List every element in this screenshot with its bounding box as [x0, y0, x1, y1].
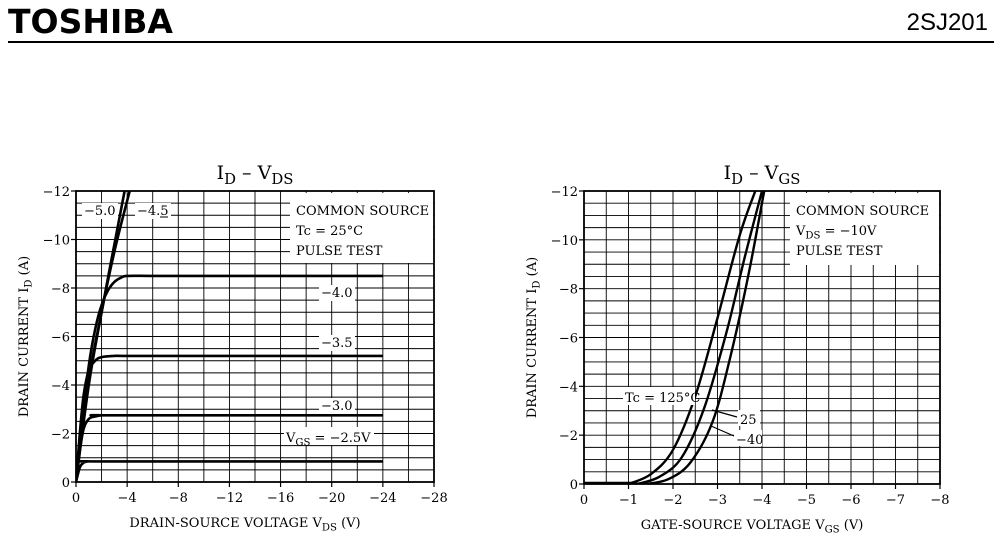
label-vgs-3-5-bg: [319, 335, 355, 351]
chart-title: ID – VDS: [217, 162, 294, 188]
label-vgs-2-5: VGS = −2.5V: [285, 431, 371, 448]
y-axis-label: DRAIN CURRENT ID (A): [17, 256, 34, 417]
chart-title: ID – VGS: [724, 162, 801, 188]
y-axis-label-text: DRAIN CURRENT ID (A): [525, 257, 542, 418]
y-tick-label: 0: [62, 476, 70, 491]
label-vgs-4-5: −4.5: [137, 204, 169, 219]
info-box-text: COMMON SOURCE VDS = −10V PULSE TEST: [795, 204, 929, 259]
info-box: [290, 193, 433, 263]
info-line-3: PULSE TEST: [296, 244, 383, 259]
label-vgs-5-0-bg: [82, 203, 118, 219]
label-tc-125: Tc = 125°C: [625, 391, 700, 406]
x-tick-label: −5: [797, 493, 816, 508]
x-axis-label: GATE-SOURCE VOLTAGE VGS (V): [641, 518, 864, 535]
series-line-6: [76, 460, 383, 482]
y-tick-label: −2: [559, 429, 578, 444]
x-tick-label: −3: [708, 493, 727, 508]
series-line-2: [76, 191, 126, 482]
info-line-2: Tc = 25°C: [296, 224, 363, 239]
y-tick-label: −4: [559, 380, 578, 395]
label-tm40-bg: [734, 430, 762, 446]
x-tick-label: −8: [930, 493, 949, 508]
x-tick-label: −8: [169, 491, 188, 506]
x-tick-label: −6: [841, 493, 860, 508]
series-line-1: [628, 191, 757, 484]
x-tick-label: −28: [420, 491, 447, 506]
y-tick-label: −10: [43, 234, 70, 249]
label-tc-25: 25: [740, 413, 757, 428]
label-vgs-3-5: −3.5: [321, 336, 353, 351]
y-tick-label: −2: [51, 428, 70, 443]
info-box: [790, 193, 939, 265]
info-box-text: COMMON SOURCE Tc = 25°C PULSE TEST: [296, 204, 429, 259]
label-tc125-bg: [623, 387, 695, 405]
x-tick-label: −24: [369, 491, 396, 506]
label-t25-bg: [738, 410, 760, 426]
y-tick-label: −12: [551, 185, 578, 200]
series-line-2: [637, 191, 764, 484]
leader-25: [711, 409, 738, 418]
x-tick-label: 0: [580, 493, 588, 508]
curve-labels: −5.0 −4.5 −4.0 −3.5 −3.0 VGS = −2.5V: [82, 203, 374, 448]
label-vgs-2-5-bg: [284, 427, 374, 445]
chart-1: ID – VDS 0 −4 −8 −12 −16 −20 −24 −28 0 −2 −4 −6 −8 −10…: [17, 162, 448, 533]
y-tick-label: 0: [570, 478, 578, 493]
y-tick-label: −8: [51, 282, 70, 297]
x-axis-label-text: GATE-SOURCE VOLTAGE VGS (V): [641, 518, 864, 535]
label-vgs-3-0-bg: [319, 398, 355, 414]
grid-lines: [76, 191, 434, 482]
y-tick-label: −8: [559, 283, 578, 298]
part-number: 2SJ201: [906, 9, 988, 36]
series-line-3: [76, 274, 383, 482]
label-vgs-3-0: −3.0: [321, 399, 353, 414]
chart-2: ID – VGS 0 −1 −2 −3 −4 −5 −6 −7 −8 0 −2 −4 −6 −8 −10 −12…: [525, 162, 950, 535]
x-tick-label: −4: [752, 493, 771, 508]
info-line-3: PULSE TEST: [796, 244, 883, 259]
series-line-4: [76, 354, 383, 482]
label-vgs-5-0: −5.0: [84, 204, 116, 219]
y-tick-label: −4: [51, 379, 70, 394]
leader-minus-40: [710, 425, 735, 437]
label-vgs-4-0: −4.0: [321, 286, 353, 301]
curve-labels: Tc = 125°C 25 −40: [623, 387, 763, 448]
x-axis-label-text: DRAIN-SOURCE VOLTAGE VDS (V): [129, 516, 360, 533]
label-tc-minus-40: −40: [736, 433, 763, 448]
y-tick-label: −6: [51, 331, 70, 346]
x-tick-label: −20: [318, 491, 345, 506]
y-tick-label: −6: [559, 332, 578, 347]
x-axis-label: DRAIN-SOURCE VOLTAGE VDS (V): [129, 516, 360, 533]
brand-logo: TOSHIBA: [8, 2, 173, 41]
label-vgs-4-0-bg: [319, 285, 355, 301]
series-curves: [76, 191, 383, 482]
x-tick-label: −7: [886, 493, 905, 508]
x-tick-label: −12: [216, 491, 243, 506]
x-tick-label: −4: [118, 491, 137, 506]
info-line-1: COMMON SOURCE: [296, 204, 429, 219]
series-line-5: [76, 413, 383, 482]
y-tick-label: −10: [551, 234, 578, 249]
y-axis-label-text: DRAIN CURRENT ID (A): [17, 256, 34, 417]
y-axis-label: DRAIN CURRENT ID (A): [525, 257, 542, 418]
info-line-1: COMMON SOURCE: [796, 204, 929, 219]
label-vgs-4-5-bg: [135, 203, 171, 219]
x-tick-label: −1: [619, 493, 638, 508]
header-rule: [8, 41, 994, 43]
x-tick-label: −2: [663, 493, 682, 508]
y-tick-label: −12: [43, 185, 70, 200]
x-tick-label: 0: [72, 491, 80, 506]
info-line-2: VDS = −10V: [795, 224, 877, 241]
x-tick-label: −16: [267, 491, 294, 506]
